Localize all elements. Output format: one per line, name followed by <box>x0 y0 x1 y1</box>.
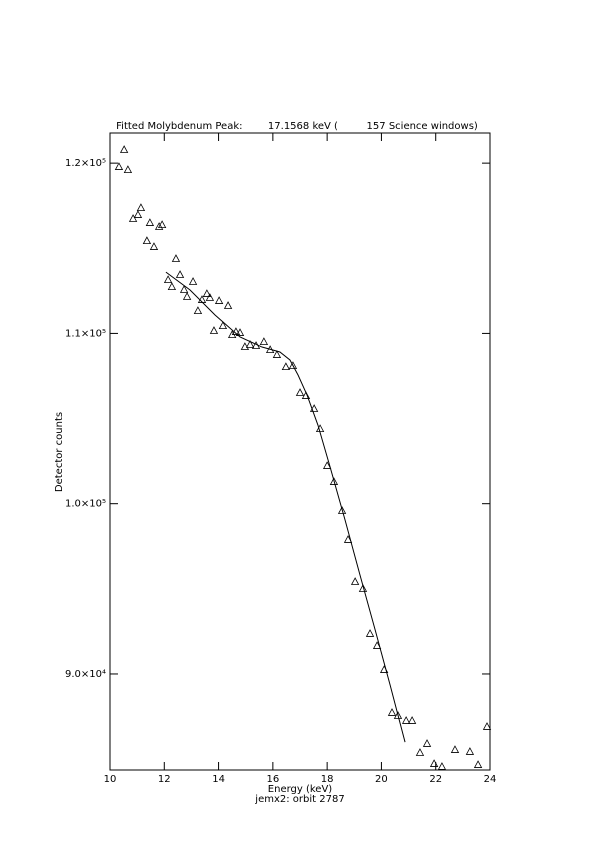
data-point <box>175 270 185 278</box>
x-tick-label: 22 <box>429 774 442 785</box>
data-point <box>429 759 439 767</box>
y-tick-label: 9.0×10⁴ <box>65 669 106 680</box>
data-point <box>240 342 250 350</box>
data-point <box>163 275 173 284</box>
subtitle: jemx2: orbit 2787 <box>254 794 344 805</box>
x-tick-label: 14 <box>212 774 225 785</box>
data-point <box>322 461 332 469</box>
data-point <box>179 285 189 293</box>
plot-frame <box>109 132 491 771</box>
data-point <box>123 165 133 174</box>
data-point <box>128 214 138 222</box>
data-point <box>272 350 282 358</box>
data-point <box>337 506 347 514</box>
data-point <box>171 254 181 262</box>
data-point <box>235 328 245 336</box>
data-point <box>245 340 255 348</box>
data-point <box>437 762 447 770</box>
data-point <box>387 708 397 716</box>
data-point <box>329 477 339 485</box>
data-point <box>365 629 375 637</box>
data-point <box>188 277 198 285</box>
data-point <box>473 760 483 768</box>
data-point <box>142 236 152 245</box>
data-point <box>415 748 425 756</box>
x-axis-label: Energy (keV) <box>268 784 333 795</box>
fit-line <box>165 271 406 743</box>
chart-title: Fitted Molybdenum Peak: 17.1568 keV ( 15… <box>116 121 478 132</box>
data-point <box>145 218 155 226</box>
data-point <box>450 745 460 753</box>
y-axis-label: Detector counts <box>54 412 65 492</box>
data-point <box>301 391 311 399</box>
data-point <box>465 747 475 755</box>
data-point <box>133 210 143 218</box>
data-point <box>407 716 417 724</box>
data-point <box>358 584 368 592</box>
data-point <box>350 577 360 585</box>
y-tick-label: 1.1×10⁵ <box>65 328 106 339</box>
data-point <box>209 326 219 334</box>
data-point <box>393 711 403 719</box>
data-point <box>149 242 159 250</box>
data-point <box>167 282 177 290</box>
x-tick-label: 20 <box>375 774 388 785</box>
data-point <box>193 306 203 315</box>
data-point <box>182 292 192 300</box>
data-point <box>157 220 167 229</box>
data-point <box>422 739 432 747</box>
x-tick-label: 18 <box>321 774 334 785</box>
data-point <box>202 289 212 297</box>
y-tick-label: 1.0×10⁵ <box>65 499 106 510</box>
x-tick-label: 10 <box>104 774 117 785</box>
data-point <box>401 716 411 724</box>
x-tick-label: 16 <box>266 774 279 785</box>
x-tick-label: 12 <box>158 774 171 785</box>
data-point <box>295 388 305 396</box>
data-point <box>214 296 224 304</box>
data-point <box>154 222 164 230</box>
data-point <box>114 162 124 170</box>
data-point <box>482 722 492 730</box>
data-point <box>119 145 129 153</box>
data-point <box>205 293 215 301</box>
data-point <box>223 301 233 309</box>
data-point <box>288 361 298 370</box>
data-point <box>281 362 291 371</box>
data-point <box>259 337 269 345</box>
y-tick-label: 1.2×10⁵ <box>65 158 106 169</box>
x-tick-label: 24 <box>484 774 497 785</box>
data-point <box>218 321 228 329</box>
data-point <box>136 203 146 211</box>
